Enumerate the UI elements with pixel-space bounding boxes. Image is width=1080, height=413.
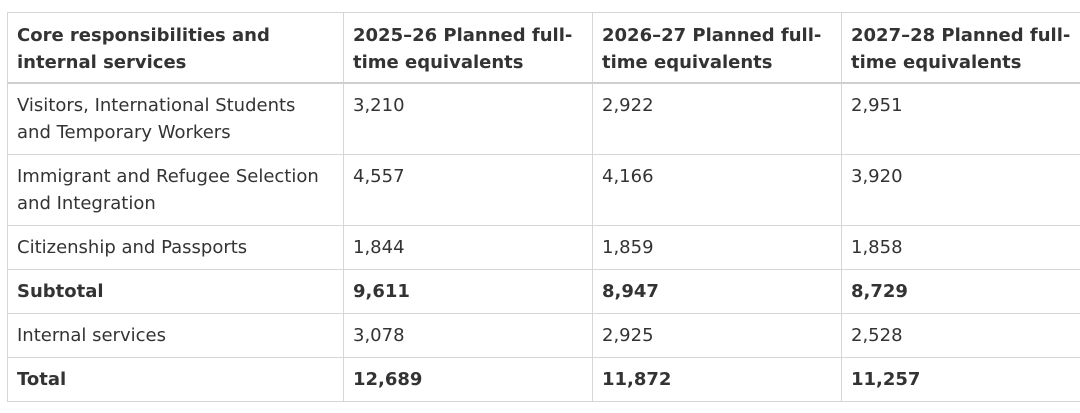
cell-2027-28: 1,858 — [841, 224, 1080, 270]
table-row: Citizenship and Passports 1,844 1,859 1,… — [7, 224, 1080, 270]
header-2026-27: 2026–27 Planned full-time equivalents — [592, 12, 842, 84]
cell-2025-26: 12,689 — [343, 356, 593, 402]
row-label: Citizenship and Passports — [7, 224, 344, 270]
cell-2027-28: 8,729 — [841, 268, 1080, 314]
table-row: Immigrant and Refugee Selection and Inte… — [7, 153, 1080, 226]
cell-2026-27: 8,947 — [592, 268, 842, 314]
table-row: Visitors, International Students and Tem… — [7, 82, 1080, 155]
row-label: Total — [7, 356, 344, 402]
cell-2025-26: 9,611 — [343, 268, 593, 314]
cell-2026-27: 2,925 — [592, 312, 842, 358]
table-row: Internal services 3,078 2,925 2,528 — [7, 312, 1080, 358]
subtotal-row: Subtotal 9,611 8,947 8,729 — [7, 268, 1080, 314]
cell-2026-27: 1,859 — [592, 224, 842, 270]
cell-2025-26: 3,210 — [343, 82, 593, 155]
cell-2026-27: 11,872 — [592, 356, 842, 402]
cell-2027-28: 2,951 — [841, 82, 1080, 155]
cell-2027-28: 2,528 — [841, 312, 1080, 358]
row-label: Visitors, International Students and Tem… — [7, 82, 344, 155]
header-2025-26: 2025–26 Planned full-time equivalents — [343, 12, 593, 84]
total-row: Total 12,689 11,872 11,257 — [7, 356, 1080, 402]
row-label: Internal services — [7, 312, 344, 358]
cell-2027-28: 11,257 — [841, 356, 1080, 402]
cell-2025-26: 3,078 — [343, 312, 593, 358]
header-2027-28: 2027–28 Planned full-time equivalents — [841, 12, 1080, 84]
planned-fte-table: Core responsibilities and internal servi… — [7, 12, 1080, 402]
cell-2027-28: 3,920 — [841, 153, 1080, 226]
header-core-responsibilities: Core responsibilities and internal servi… — [7, 12, 344, 84]
table-header-row: Core responsibilities and internal servi… — [7, 12, 1080, 84]
row-label: Immigrant and Refugee Selection and Inte… — [7, 153, 344, 226]
fte-table-container: Core responsibilities and internal servi… — [7, 12, 1080, 402]
cell-2025-26: 4,557 — [343, 153, 593, 226]
cell-2026-27: 4,166 — [592, 153, 842, 226]
cell-2025-26: 1,844 — [343, 224, 593, 270]
cell-2026-27: 2,922 — [592, 82, 842, 155]
row-label: Subtotal — [7, 268, 344, 314]
